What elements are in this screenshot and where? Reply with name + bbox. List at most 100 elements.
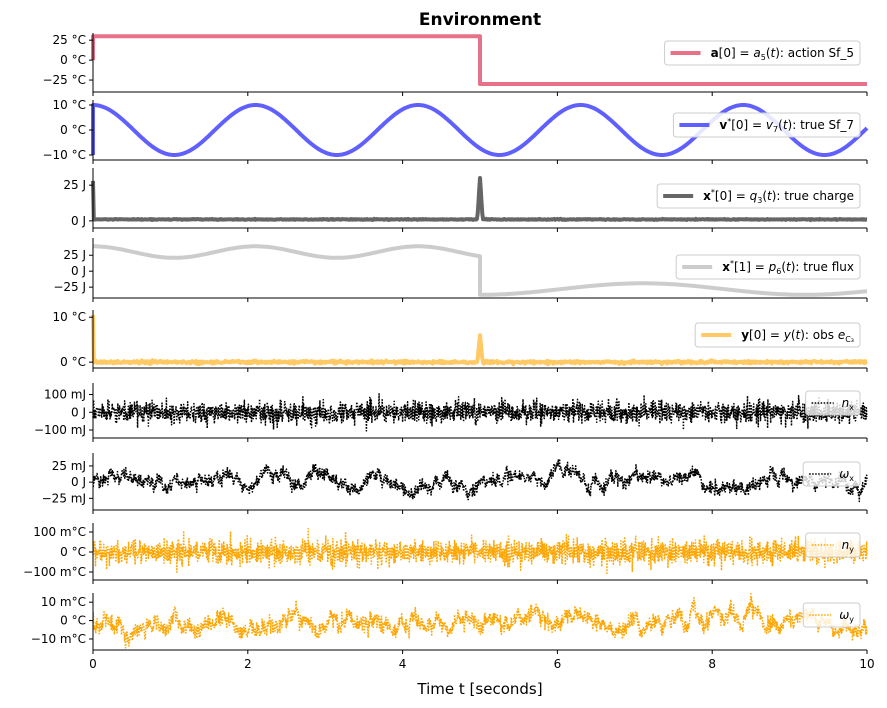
y-tick-label: 0 J xyxy=(71,405,86,419)
legend-label: y[0] = y(t): obs eC₃ xyxy=(741,328,854,344)
legend-box xyxy=(656,183,861,209)
legend-label-part: ω xyxy=(839,467,849,481)
chart-title: Environment xyxy=(419,10,541,30)
legend-label-part: ( xyxy=(762,189,767,203)
series-line-3 xyxy=(91,176,869,223)
legend-label-part: 7 xyxy=(773,125,778,134)
x-tick-label: 10 xyxy=(859,657,874,671)
y-tick-label: −10 °C xyxy=(42,148,86,162)
legend-label-part: [0] = xyxy=(719,46,754,60)
legend-label-part: a xyxy=(711,46,719,60)
subplot-4: 25 J 0 J −25 J x*[1] = p6(t): true flux xyxy=(53,238,868,302)
legend-box xyxy=(694,322,861,348)
legend-label-part: C₃ xyxy=(845,335,854,344)
legend-label-part: ): true Sf_7 xyxy=(788,118,854,132)
y-tick-label: 0 J xyxy=(71,214,86,228)
legend-label-part: * xyxy=(727,117,731,126)
y-tick-label: −10 m°C xyxy=(31,632,86,646)
x-tick-label: 0 xyxy=(89,657,97,671)
legend-label-part: t xyxy=(786,260,792,274)
legend-label-part: ( xyxy=(766,46,771,60)
legend-label-part: t xyxy=(771,46,777,60)
y-tick-label: 10 m°C xyxy=(41,595,86,609)
legend-label: nx xyxy=(842,396,855,412)
legend-label-part: ): true charge xyxy=(772,189,854,203)
legend-label-part: x xyxy=(703,189,711,203)
subplot-2: 10 °C0 °C−10 °Cv*[0] = v7(t): true Sf_7 xyxy=(42,98,869,164)
legend-label-part: y xyxy=(849,615,854,624)
legend-label-part: ω xyxy=(839,608,849,622)
legend-label: x*[0] = q3(t): true charge xyxy=(703,188,854,205)
legend-6: nx xyxy=(805,390,861,416)
legend-label-part: p xyxy=(768,260,777,274)
legend-label-part: y xyxy=(783,328,792,342)
legend-box xyxy=(664,40,861,66)
legend-1: a[0] = a5(t): action Sf_5 xyxy=(664,40,861,66)
legend-label-part: n xyxy=(842,538,850,552)
subplot-8: 100 m°C 0 °C −100 m°C ny xyxy=(23,523,868,584)
legend-label-part: 6 xyxy=(776,267,781,276)
legend-box xyxy=(802,461,861,487)
x-tick-label: 6 xyxy=(554,657,562,671)
series-line-8 xyxy=(92,527,868,576)
legend-label-part: x xyxy=(849,474,854,483)
legend-5: y[0] = y(t): obs eC₃ xyxy=(694,322,861,348)
series-line-2 xyxy=(91,103,869,157)
series-line-9 xyxy=(92,593,868,649)
y-tick-label: 0 °C xyxy=(60,545,86,559)
legend-box xyxy=(802,602,861,628)
legend-label-part: n xyxy=(842,396,850,410)
legend-label-part: [0] = xyxy=(731,118,766,132)
legend-label: ωx xyxy=(839,467,854,483)
y-tick-label: −25 J xyxy=(53,280,86,294)
legend-label: v*[0] = v7(t): true Sf_7 xyxy=(719,117,854,134)
series-line-4 xyxy=(92,244,868,297)
x-tick-label: 8 xyxy=(708,657,716,671)
y-tick-label: 0 °C xyxy=(60,53,86,67)
y-tick-label: −25 mJ xyxy=(42,491,86,505)
legend-box xyxy=(675,254,861,280)
legend-label-part: t xyxy=(783,118,789,132)
y-tick-label: −100 mJ xyxy=(34,423,86,437)
legend-label-part: x xyxy=(722,260,730,274)
series-line-5 xyxy=(91,314,869,367)
legend-label-part: [0] = xyxy=(715,189,750,203)
y-tick-label: −100 m°C xyxy=(23,565,86,579)
subplot-5: 10 °C0 °Cy[0] = y(t): obs eC₃ xyxy=(53,310,869,372)
legend-8: ny xyxy=(805,532,861,558)
y-tick-label: 25 °C xyxy=(53,33,86,47)
legend-box xyxy=(672,112,861,138)
legend-label-part: [1] = xyxy=(734,260,769,274)
legend-label-part: v xyxy=(719,118,727,132)
legend-label-part: x xyxy=(849,403,854,412)
y-tick-label: −25 °C xyxy=(42,73,86,87)
legend-2: v*[0] = v7(t): true Sf_7 xyxy=(672,112,861,138)
legend-label-part: ( xyxy=(781,260,786,274)
subplot-9: 10 m°C 0 °C −10 m°C0 2 4 6 8 10 ωy xyxy=(31,593,875,671)
y-tick-label: 100 m°C xyxy=(33,525,86,539)
legend-label-part: ): action Sf_5 xyxy=(775,46,854,60)
legend-label-part: y xyxy=(741,328,749,342)
legend-label: a[0] = a5(t): action Sf_5 xyxy=(711,46,854,62)
subplot-6: 100 mJ 0 J −100 mJ nx xyxy=(34,383,868,442)
legend-label-part: * xyxy=(711,188,715,197)
legend-label-part: t xyxy=(767,189,773,203)
y-tick-label: 0 °C xyxy=(60,614,86,628)
legend-3: x*[0] = q3(t): true charge xyxy=(656,183,861,209)
legend-label-part: 3 xyxy=(757,196,762,205)
legend-7: ωx xyxy=(802,461,861,487)
y-tick-label: 0 °C xyxy=(60,123,86,137)
legend-label-part: q xyxy=(750,189,758,203)
y-tick-label: 25 J xyxy=(63,248,86,262)
legend-label-part: * xyxy=(730,259,734,268)
y-tick-label: 25 mJ xyxy=(52,459,86,473)
legend-label-part: ): obs xyxy=(800,328,838,342)
legend-label-part: t xyxy=(796,328,802,342)
y-tick-label: 100 mJ xyxy=(44,388,86,402)
legend-label: x*[1] = p6(t): true flux xyxy=(722,259,854,276)
subplot-7: 25 mJ 0 J −25 mJ ωx xyxy=(42,453,868,514)
legend-label-part: e xyxy=(838,328,845,342)
legend-label-part: y xyxy=(849,545,854,554)
legend-label-part: ): true flux xyxy=(791,260,854,274)
legend-9: ωy xyxy=(802,602,861,628)
